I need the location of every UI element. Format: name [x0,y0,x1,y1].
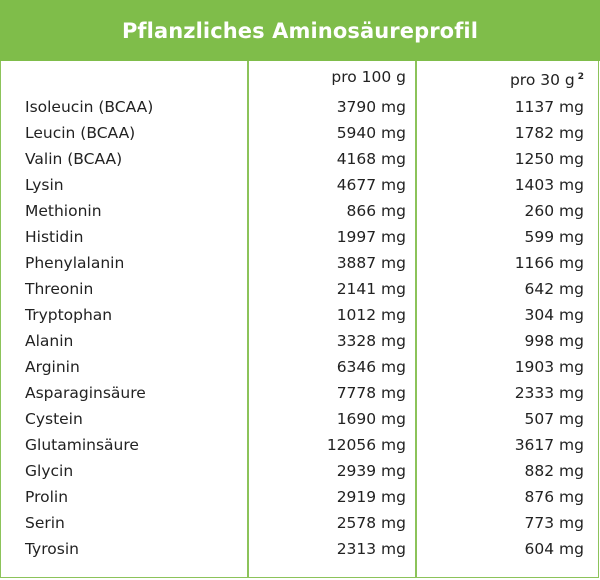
value-per-30g: 882 mg [524,462,584,480]
value-per-30g: 998 mg [524,332,584,350]
table-row: Tyrosin 2313 mg 604 mg [1,536,598,562]
value-per-30g: 1903 mg [514,358,584,376]
value-per-30g: 507 mg [524,410,584,428]
value-per-30g: 1403 mg [514,176,584,194]
amino-acid-name: Histidin [25,228,84,246]
value-per-30g: 1782 mg [514,124,584,142]
table-row: Serin 2578 mg 773 mg [1,510,598,536]
table-row: Alanin 3328 mg 998 mg [1,328,598,354]
table-row: Asparaginsäure 7778 mg 2333 mg [1,380,598,406]
value-per-100g: 3887 mg [336,254,406,272]
amino-acid-name: Serin [25,514,65,532]
table-row: Arginin 6346 mg 1903 mg [1,354,598,380]
value-per-30g: 599 mg [524,228,584,246]
value-per-100g: 2939 mg [336,462,406,480]
table-row: Phenylalanin 3887 mg 1166 mg [1,250,598,276]
column-divider [247,61,249,577]
amino-acid-name: Methionin [25,202,102,220]
column-header-per-100g: pro 100 g [331,68,406,86]
table-row: Histidin 1997 mg 599 mg [1,224,598,250]
value-per-100g: 1012 mg [336,306,406,324]
value-per-30g: 3617 mg [514,436,584,454]
table-row: Isoleucin (BCAA) 3790 mg 1137 mg [1,94,598,120]
table-row: Methionin 866 mg 260 mg [1,198,598,224]
value-per-30g: 1250 mg [514,150,584,168]
page-title: Pflanzliches Aminosäureprofil [121,18,479,43]
amino-acid-name: Isoleucin (BCAA) [25,98,154,116]
header-bar: Pflanzliches Aminosäureprofil [0,0,600,61]
table-row: Glutaminsäure 12056 mg 3617 mg [1,432,598,458]
value-per-30g: 642 mg [524,280,584,298]
value-per-30g: 773 mg [524,514,584,532]
table-row: Prolin 2919 mg 876 mg [1,484,598,510]
amino-acid-name: Phenylalanin [25,254,125,272]
footnote-marker: 2 [577,72,584,82]
value-per-100g: 5940 mg [336,124,406,142]
value-per-100g: 7778 mg [336,384,406,402]
amino-acid-name: Alanin [25,332,74,350]
amino-acid-name: Glutaminsäure [25,436,139,454]
table-row: Lysin 4677 mg 1403 mg [1,172,598,198]
table-row: Valin (BCAA) 4168 mg 1250 mg [1,146,598,172]
column-divider [415,61,417,577]
amino-acid-name: Cystein [25,410,83,428]
amino-acid-name: Leucin (BCAA) [25,124,136,142]
column-header-per-30g-label: pro 30 g [509,71,575,89]
value-per-30g: 304 mg [524,306,584,324]
amino-acid-name: Asparaginsäure [25,384,146,402]
value-per-100g: 3328 mg [336,332,406,350]
amino-acid-name: Threonin [25,280,94,298]
amino-acid-name: Lysin [25,176,64,194]
value-per-100g: 2578 mg [336,514,406,532]
value-per-100g: 2919 mg [336,488,406,506]
table-row: Cystein 1690 mg 507 mg [1,406,598,432]
value-per-100g: 2313 mg [336,540,406,558]
amino-acid-name: Tyrosin [25,540,79,558]
table-row: Glycin 2939 mg 882 mg [1,458,598,484]
amino-acid-name: Arginin [25,358,80,376]
value-per-30g: 260 mg [524,202,584,220]
amino-acid-name: Tryptophan [25,306,113,324]
value-per-30g: 2333 mg [514,384,584,402]
amino-acid-name: Prolin [25,488,69,506]
value-per-100g: 12056 mg [326,436,406,454]
amino-acid-name: Glycin [25,462,74,480]
value-per-100g: 6346 mg [336,358,406,376]
value-per-100g: 2141 mg [336,280,406,298]
value-per-100g: 3790 mg [336,98,406,116]
value-per-30g: 604 mg [524,540,584,558]
value-per-100g: 4168 mg [336,150,406,168]
value-per-100g: 866 mg [346,202,406,220]
value-per-100g: 1690 mg [336,410,406,428]
value-per-30g: 876 mg [524,488,584,506]
value-per-100g: 1997 mg [336,228,406,246]
amino-acid-name: Valin (BCAA) [25,150,123,168]
value-per-100g: 4677 mg [336,176,406,194]
table-row: Tryptophan 1012 mg 304 mg [1,302,598,328]
value-per-30g: 1137 mg [514,98,584,116]
table-row: Threonin 2141 mg 642 mg [1,276,598,302]
table-row: Leucin (BCAA) 5940 mg 1782 mg [1,120,598,146]
value-per-30g: 1166 mg [514,254,584,272]
